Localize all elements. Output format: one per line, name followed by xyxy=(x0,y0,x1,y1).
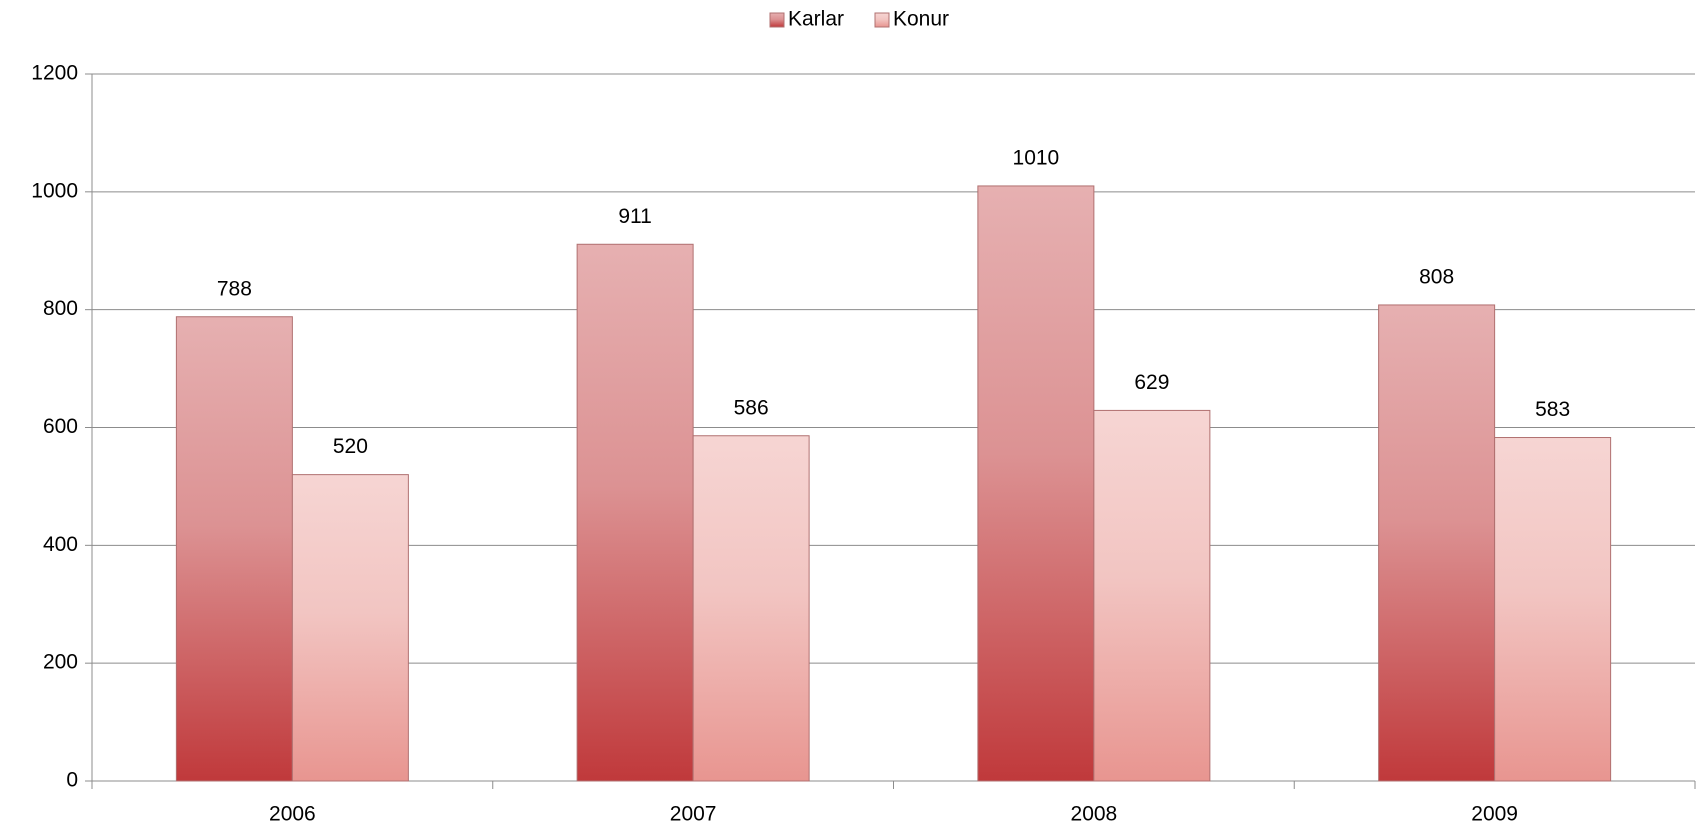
data-label: 911 xyxy=(618,205,651,228)
y-tick-label: 800 xyxy=(43,297,78,320)
bar xyxy=(1093,409,1211,782)
legend-label: Karlar xyxy=(788,8,844,31)
bar xyxy=(576,243,694,782)
bar xyxy=(692,435,810,782)
y-tick-label: 1200 xyxy=(31,62,78,85)
data-label: 583 xyxy=(1535,398,1570,421)
bar xyxy=(1494,437,1612,782)
y-tick-label: 200 xyxy=(43,651,78,674)
bar xyxy=(977,185,1095,782)
x-tick-label: 2007 xyxy=(670,803,717,826)
y-tick-label: 0 xyxy=(66,769,78,792)
x-tick-label: 2006 xyxy=(269,803,316,826)
bar xyxy=(1378,304,1496,782)
legend-swatch xyxy=(769,12,785,28)
data-label: 586 xyxy=(734,396,769,419)
y-tick-label: 400 xyxy=(43,533,78,556)
x-tick-label: 2009 xyxy=(1471,803,1518,826)
y-tick-label: 1000 xyxy=(31,179,78,202)
bar xyxy=(175,316,293,782)
legend-swatch xyxy=(874,12,890,28)
bar xyxy=(291,474,409,782)
data-label: 520 xyxy=(333,435,368,458)
legend-label: Konur xyxy=(893,8,949,31)
x-tick-label: 2008 xyxy=(1071,803,1118,826)
data-label: 1010 xyxy=(1013,146,1060,169)
data-label: 788 xyxy=(217,277,252,300)
data-label: 629 xyxy=(1134,371,1169,394)
data-label: 808 xyxy=(1419,266,1454,289)
y-tick-label: 600 xyxy=(43,415,78,438)
